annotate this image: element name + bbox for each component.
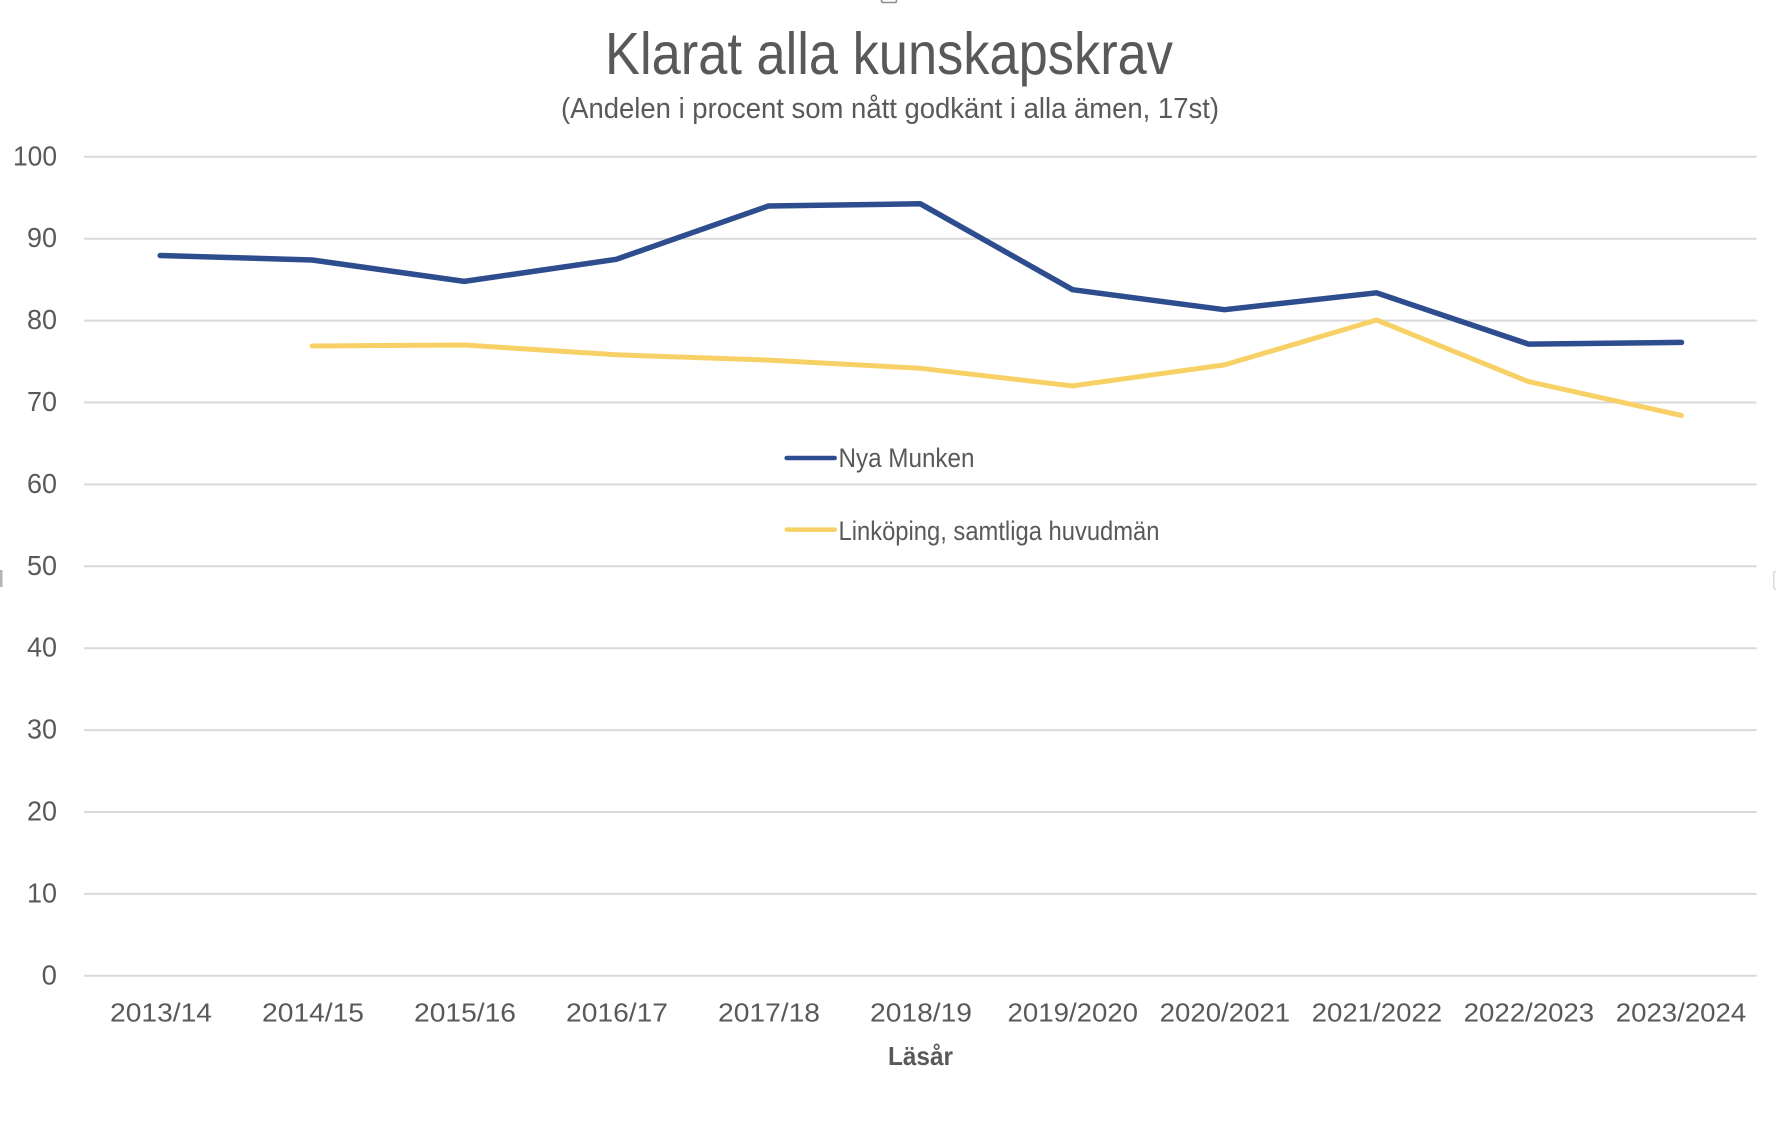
svg-text:70: 70 bbox=[27, 386, 57, 417]
svg-text:80: 80 bbox=[27, 304, 57, 335]
svg-text:40: 40 bbox=[27, 632, 57, 663]
svg-text:2016/17: 2016/17 bbox=[566, 999, 668, 1027]
svg-text:2021/2022: 2021/2022 bbox=[1312, 999, 1443, 1027]
svg-text:0: 0 bbox=[42, 959, 57, 990]
svg-text:2019/2020: 2019/2020 bbox=[1008, 999, 1139, 1027]
svg-text:100: 100 bbox=[13, 140, 57, 171]
svg-text:2014/15: 2014/15 bbox=[262, 999, 364, 1027]
svg-text:(Andelen i procent som nått go: (Andelen i procent som nått godkänt i al… bbox=[561, 93, 1219, 125]
svg-text:50: 50 bbox=[27, 550, 57, 581]
svg-text:2013/14: 2013/14 bbox=[110, 999, 212, 1027]
svg-text:20: 20 bbox=[27, 796, 57, 827]
svg-text:Klarat alla kunskapskrav: Klarat alla kunskapskrav bbox=[605, 21, 1173, 87]
svg-text:2015/16: 2015/16 bbox=[414, 999, 516, 1027]
svg-text:Nya Munken: Nya Munken bbox=[839, 443, 975, 473]
svg-text:2022/2023: 2022/2023 bbox=[1464, 999, 1595, 1027]
svg-text:10: 10 bbox=[27, 877, 57, 908]
svg-text:90: 90 bbox=[27, 222, 57, 253]
svg-text:2023/2024: 2023/2024 bbox=[1616, 999, 1747, 1027]
svg-text:Läsår: Läsår bbox=[888, 1041, 953, 1071]
svg-text:2018/19: 2018/19 bbox=[870, 999, 972, 1027]
svg-text:60: 60 bbox=[27, 468, 57, 499]
svg-text:2017/18: 2017/18 bbox=[718, 999, 820, 1027]
svg-text:2020/2021: 2020/2021 bbox=[1160, 999, 1291, 1027]
svg-text:Linköping, samtliga huvudmän: Linköping, samtliga huvudmän bbox=[839, 516, 1160, 546]
svg-text:30: 30 bbox=[27, 714, 57, 745]
